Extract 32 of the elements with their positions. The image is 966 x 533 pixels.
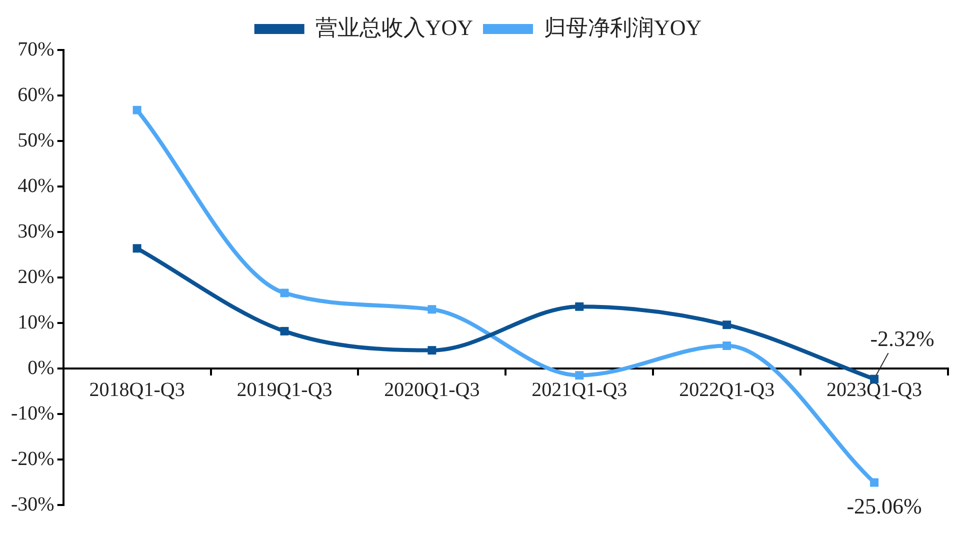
- data-label: -25.06%: [846, 493, 922, 518]
- y-tick-label: 70%: [18, 38, 54, 60]
- point: [722, 320, 732, 330]
- point: [575, 302, 584, 311]
- point: [575, 371, 584, 380]
- y-tick-label: 50%: [18, 129, 54, 152]
- x-tick-label: 2022Q1-Q3: [679, 378, 775, 401]
- point: [280, 288, 289, 298]
- point: [280, 326, 289, 336]
- y-tick-label: 30%: [18, 220, 54, 242]
- y-tick-label: 10%: [18, 311, 54, 334]
- x-tick-label: 2020Q1-Q3: [384, 378, 480, 401]
- x-tick-label: 2023Q1-Q3: [826, 378, 922, 401]
- point: [132, 244, 142, 253]
- point: [428, 346, 436, 355]
- y-tick-label: -10%: [10, 402, 54, 424]
- x-tick-label: 2021Q1-Q3: [532, 378, 628, 401]
- point: [132, 106, 142, 114]
- point: [722, 342, 732, 350]
- y-tick-label: -20%: [10, 448, 54, 470]
- y-tick-label: 0%: [28, 356, 54, 379]
- y-tick-label: 20%: [18, 266, 54, 288]
- legend-label: 营业总收入YOY: [315, 14, 474, 40]
- y-tick-label: -30%: [10, 493, 54, 516]
- point: [870, 478, 879, 487]
- x-tick-label: 2018Q1-Q3: [89, 378, 185, 401]
- data-label: -2.32%: [870, 326, 934, 351]
- y-tick-label: 60%: [18, 84, 54, 106]
- legend-label: 归母净利润YOY: [544, 14, 702, 40]
- y-tick-label: 40%: [18, 174, 54, 197]
- x-tick-label: 2019Q1-Q3: [236, 378, 332, 401]
- point: [428, 305, 436, 314]
